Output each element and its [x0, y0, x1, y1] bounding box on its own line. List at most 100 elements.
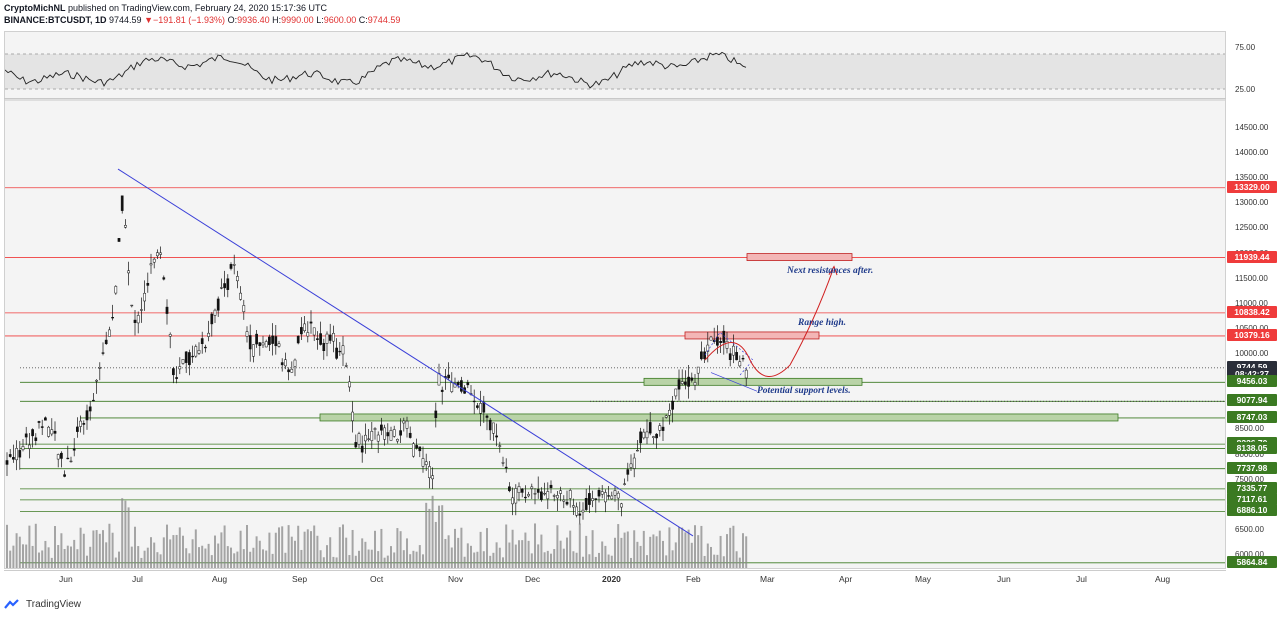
volume-bar [482, 551, 485, 568]
tradingview-logo-icon [4, 599, 19, 609]
candle [504, 458, 508, 473]
volume-bar [105, 542, 108, 568]
candle [476, 403, 479, 410]
volume-bar [265, 550, 268, 568]
price-scale[interactable]: 75.00 25.00 14500.00 14000.00 13500.00 13000.… [1227, 31, 1280, 569]
candle [69, 456, 73, 463]
volume-bar [34, 523, 37, 568]
volume-bar [214, 535, 216, 568]
candle [485, 414, 489, 431]
candle [232, 254, 236, 275]
volume-bar [722, 556, 725, 568]
volume-bar [732, 525, 735, 568]
volume-bar [402, 550, 405, 568]
price-chart-canvas[interactable] [5, 32, 1226, 569]
candle [210, 312, 214, 337]
rsi-scale-tick: 75.00 [1235, 43, 1256, 52]
tradingview-brand[interactable]: TradingView [26, 598, 82, 610]
volume-bar [98, 533, 101, 568]
candle [591, 490, 594, 508]
volume-bar [610, 555, 613, 568]
candle [549, 480, 553, 494]
close-label: C: [358, 15, 368, 25]
rsi-pane[interactable] [4, 31, 1226, 99]
price-label: 8138.05 [1227, 441, 1277, 454]
candle [674, 388, 678, 400]
candle [741, 355, 745, 362]
candle [117, 238, 121, 242]
volume-bar [572, 551, 575, 568]
candle [402, 417, 406, 432]
candle [517, 482, 521, 502]
candle [255, 329, 258, 348]
volume-bar [102, 530, 104, 568]
symbol-label[interactable]: BINANCE:BTCUSDT, 1D [4, 15, 107, 25]
volume-bar [118, 551, 120, 568]
candle [82, 420, 86, 435]
candle [319, 321, 322, 346]
candle [722, 325, 726, 355]
volume-bar [252, 547, 255, 568]
candle [85, 404, 89, 430]
candle [581, 502, 585, 520]
month-label: Jun [997, 574, 1011, 584]
volume-bar [729, 527, 732, 568]
volume-bar [697, 535, 700, 568]
volume-bar [127, 507, 130, 568]
volume-bar [694, 525, 696, 568]
publisher-name[interactable]: CryptoMichNL [4, 3, 66, 13]
volume-bar [594, 556, 597, 568]
candle [370, 421, 374, 449]
change-value: ▼−191.81 (−1.93%) [144, 15, 226, 25]
volume-bar [121, 498, 124, 568]
candle [165, 299, 169, 325]
volume-bar [191, 539, 194, 568]
candle [530, 483, 534, 500]
volume-bar [204, 548, 207, 568]
volume-bar [175, 534, 178, 568]
volume-bar [390, 546, 392, 568]
volume-bar [210, 555, 213, 568]
candle [309, 310, 313, 334]
volume-bar [508, 542, 511, 568]
volume-bar [108, 523, 111, 568]
volume-bar [636, 541, 639, 568]
volume-bar [550, 553, 552, 568]
volume-bar [601, 541, 604, 568]
volume-bar [566, 537, 568, 568]
chart-area[interactable] [4, 31, 1226, 569]
volume-bar [716, 554, 719, 568]
candle [460, 376, 463, 394]
low-label: L: [316, 15, 324, 25]
candle [239, 286, 242, 301]
volume-bar [22, 544, 24, 568]
candle [520, 488, 524, 498]
volume-bar [134, 526, 136, 568]
candle [373, 427, 377, 440]
candle [405, 416, 409, 438]
candle [597, 487, 601, 503]
volume-bar [745, 536, 748, 568]
volume-bar [620, 537, 623, 568]
volume-bar [9, 550, 12, 568]
volume-bar [370, 549, 373, 568]
volume-bar [502, 557, 504, 568]
volume-bar [159, 554, 162, 568]
volume-bar [415, 551, 418, 568]
candle [367, 428, 370, 442]
support-arrow [710, 372, 758, 392]
candle [658, 423, 662, 437]
candle [24, 426, 28, 446]
candle [424, 453, 428, 471]
candle [111, 304, 114, 321]
volume-bar [166, 524, 168, 568]
candle [543, 482, 546, 496]
candle [348, 375, 351, 392]
candle [584, 488, 588, 512]
candle [175, 366, 178, 384]
volume-bar [617, 524, 620, 568]
volume-bar [626, 531, 629, 568]
time-axis[interactable]: Jun Jul Aug Sep Oct Nov Dec 2020 Feb Mar Apr May Jun… [4, 570, 1226, 589]
volume-bar [57, 545, 60, 568]
rsi-line [5, 51, 747, 89]
